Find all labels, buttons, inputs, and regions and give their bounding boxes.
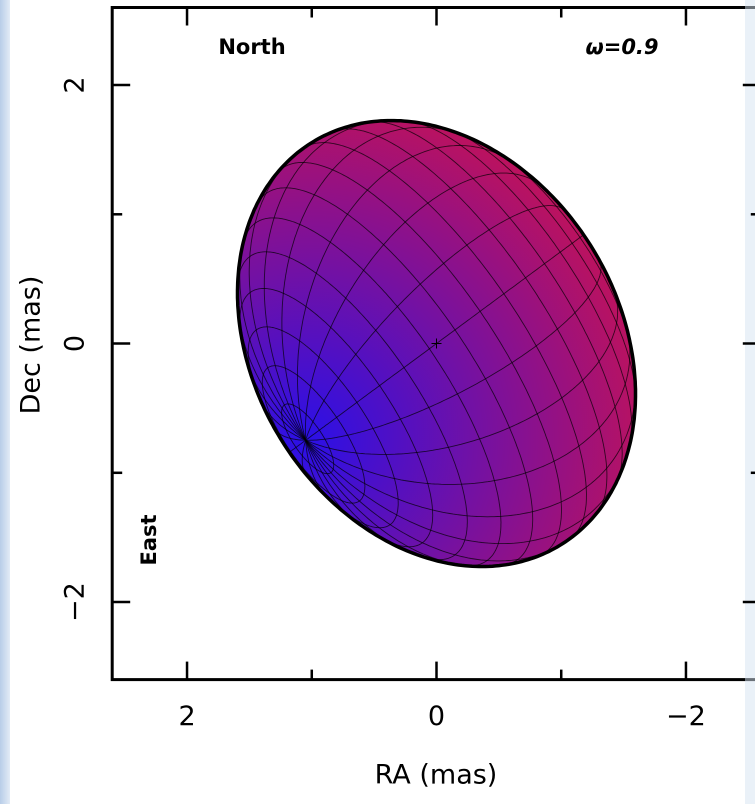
grid-meridian	[305, 439, 627, 545]
grid-parallel	[302, 142, 587, 538]
grid-meridian	[304, 172, 545, 441]
grid-parallel	[369, 121, 623, 482]
y-tick-label: 0	[60, 335, 91, 352]
grid-parallel	[281, 403, 335, 475]
y-tick-label: 2	[60, 76, 91, 93]
right-strip	[745, 0, 755, 804]
center-marker	[431, 338, 442, 349]
grid-parallel	[450, 130, 636, 399]
grid-parallel	[334, 128, 608, 513]
grid-parallel	[247, 326, 399, 529]
grid-meridian	[296, 145, 513, 441]
left-strip	[0, 0, 10, 804]
grid-meridian	[305, 259, 602, 441]
grid-parallel	[256, 187, 534, 566]
north-label: North	[218, 35, 285, 59]
grid-meridian	[305, 205, 566, 441]
y-axis-label: Dec (mas)	[16, 276, 47, 415]
east-label: East	[137, 514, 161, 565]
grid-parallel	[276, 162, 562, 557]
grid-parallel	[242, 217, 502, 567]
grid-meridian	[305, 288, 619, 455]
grid-meridian	[281, 126, 469, 441]
grid-meridian	[305, 327, 631, 485]
grid-parallel	[261, 365, 366, 504]
grid-parallel	[409, 121, 633, 443]
x-axis-label: RA (mas)	[375, 760, 498, 791]
grid-parallel	[237, 251, 468, 561]
grid-meridian	[263, 120, 394, 441]
omega-label: ω=0.9	[585, 35, 658, 59]
grid-meridian	[305, 234, 585, 441]
grid-parallel	[239, 288, 434, 548]
star-limb	[235, 118, 638, 569]
grid-meridian	[305, 379, 636, 518]
x-tick-label: 2	[178, 701, 195, 732]
x-tick-label: 0	[428, 701, 445, 732]
x-tick-label: −2	[666, 701, 706, 732]
y-tick-label: −2	[60, 582, 91, 622]
grid-meridian	[305, 439, 569, 562]
